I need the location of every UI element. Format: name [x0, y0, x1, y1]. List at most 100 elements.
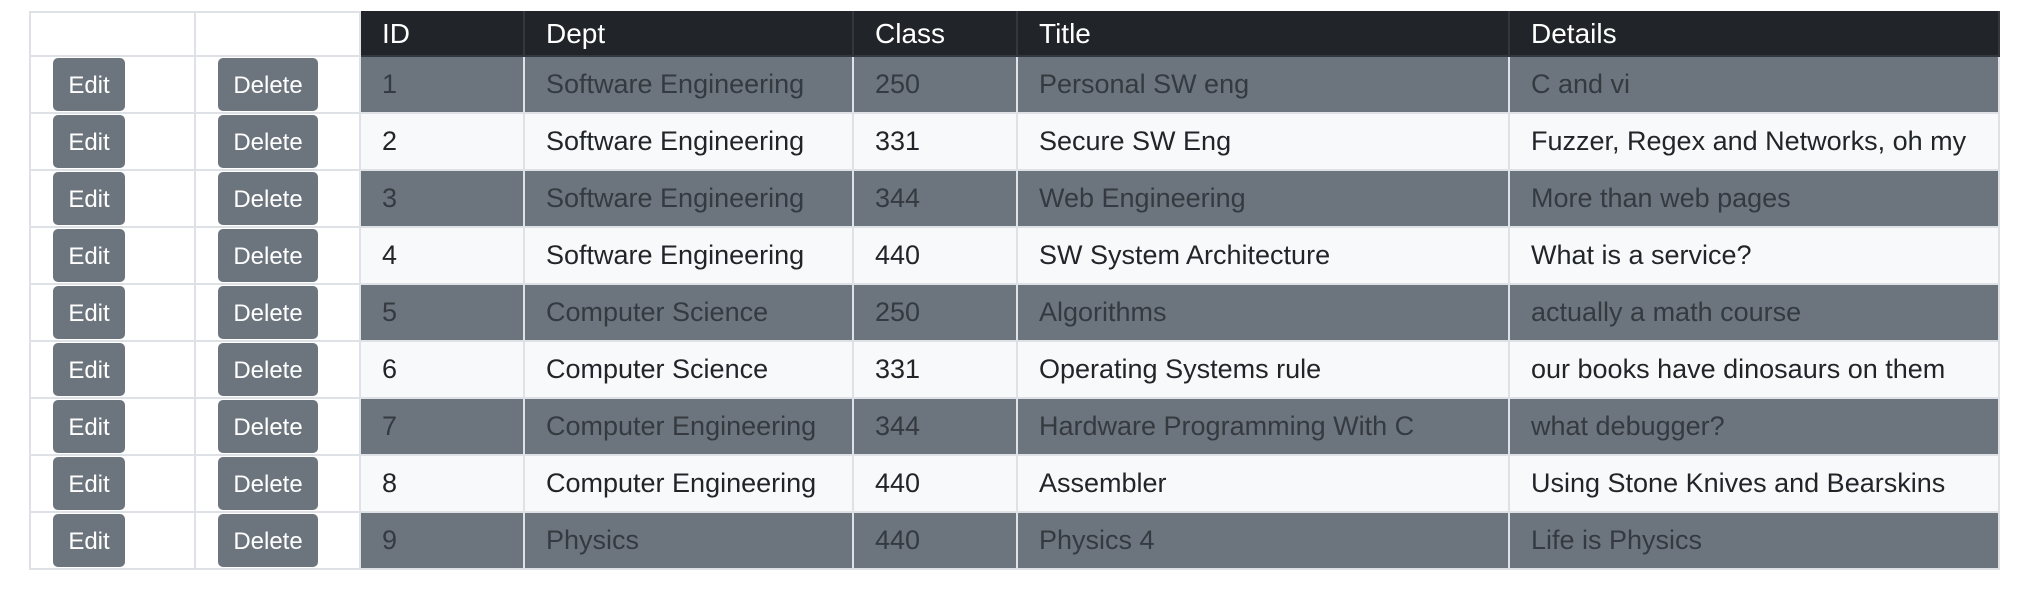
cell-details: our books have dinosaurs on them — [1508, 340, 2000, 399]
cell-id: 8 — [359, 454, 525, 513]
cell-title: Assembler — [1016, 454, 1510, 513]
cell-details: What is a service? — [1508, 226, 2000, 285]
edit-cell: Edit — [29, 511, 196, 570]
edit-button[interactable]: Edit — [53, 514, 125, 567]
cell-class: 250 — [852, 283, 1018, 342]
header-title: Title — [1016, 11, 1510, 57]
cell-id: 1 — [359, 55, 525, 114]
courses-table-container: ID Dept Class Title Details Edit Delete 1 S… — [29, 11, 2000, 570]
cell-dept: Physics — [523, 511, 854, 570]
cell-id: 9 — [359, 511, 525, 570]
cell-details: Using Stone Knives and Bearskins — [1508, 454, 2000, 513]
delete-cell: Delete — [194, 397, 361, 456]
table-row: Edit Delete 3 Software Engineering 344 Web En… — [29, 169, 2000, 228]
cell-class: 331 — [852, 340, 1018, 399]
edit-button[interactable]: Edit — [53, 172, 125, 225]
cell-title: Hardware Programming With C — [1016, 397, 1510, 456]
header-class: Class — [852, 11, 1018, 57]
header-details: Details — [1508, 11, 2000, 57]
cell-id: 5 — [359, 283, 525, 342]
cell-dept: Computer Science — [523, 340, 854, 399]
cell-details: Fuzzer, Regex and Networks, oh my — [1508, 112, 2000, 171]
table-row: Edit Delete 7 Computer Engineering 344 Hardwa… — [29, 397, 2000, 456]
table-header-row: ID Dept Class Title Details — [29, 11, 2000, 57]
cell-details: C and vi — [1508, 55, 2000, 114]
cell-title: Secure SW Eng — [1016, 112, 1510, 171]
delete-button[interactable]: Delete — [218, 343, 318, 396]
delete-button[interactable]: Delete — [218, 115, 318, 168]
table-row: Edit Delete 5 Computer Science 250 Algorithms… — [29, 283, 2000, 342]
cell-title: Web Engineering — [1016, 169, 1510, 228]
cell-dept: Computer Science — [523, 283, 854, 342]
delete-cell: Delete — [194, 112, 361, 171]
edit-cell: Edit — [29, 169, 196, 228]
delete-button[interactable]: Delete — [218, 58, 318, 111]
table-row: Edit Delete 8 Computer Engineering 440 Assemb… — [29, 454, 2000, 513]
cell-title: SW System Architecture — [1016, 226, 1510, 285]
edit-cell: Edit — [29, 55, 196, 114]
delete-button[interactable]: Delete — [218, 229, 318, 282]
delete-button[interactable]: Delete — [218, 400, 318, 453]
cell-details: Life is Physics — [1508, 511, 2000, 570]
cell-id: 2 — [359, 112, 525, 171]
cell-id: 3 — [359, 169, 525, 228]
delete-button[interactable]: Delete — [218, 286, 318, 339]
cell-id: 4 — [359, 226, 525, 285]
cell-class: 440 — [852, 454, 1018, 513]
cell-class: 440 — [852, 226, 1018, 285]
delete-cell: Delete — [194, 226, 361, 285]
cell-class: 250 — [852, 55, 1018, 114]
delete-cell: Delete — [194, 511, 361, 570]
delete-cell: Delete — [194, 55, 361, 114]
cell-id: 7 — [359, 397, 525, 456]
cell-dept: Software Engineering — [523, 226, 854, 285]
delete-cell: Delete — [194, 454, 361, 513]
table-row: Edit Delete 2 Software Engineering 331 Secure… — [29, 112, 2000, 171]
header-dept: Dept — [523, 11, 854, 57]
table-body: Edit Delete 1 Software Engineering 250 Person… — [29, 55, 2000, 570]
table-row: Edit Delete 1 Software Engineering 250 Person… — [29, 55, 2000, 114]
edit-cell: Edit — [29, 340, 196, 399]
cell-dept: Computer Engineering — [523, 454, 854, 513]
header-delete-column — [194, 11, 361, 57]
edit-cell: Edit — [29, 226, 196, 285]
cell-title: Operating Systems rule — [1016, 340, 1510, 399]
table-row: Edit Delete 4 Software Engineering 440 SW Sys… — [29, 226, 2000, 285]
cell-dept: Software Engineering — [523, 112, 854, 171]
delete-button[interactable]: Delete — [218, 514, 318, 567]
cell-details: what debugger? — [1508, 397, 2000, 456]
courses-table: ID Dept Class Title Details Edit Delete 1 S… — [29, 11, 2000, 570]
table-row: Edit Delete 6 Computer Science 331 Operating … — [29, 340, 2000, 399]
edit-button[interactable]: Edit — [53, 343, 125, 396]
cell-details: More than web pages — [1508, 169, 2000, 228]
cell-id: 6 — [359, 340, 525, 399]
table-row: Edit Delete 9 Physics 440 Physics 4 Life is Ph… — [29, 511, 2000, 570]
edit-button[interactable]: Edit — [53, 400, 125, 453]
cell-title: Personal SW eng — [1016, 55, 1510, 114]
header-edit-column — [29, 11, 196, 57]
cell-class: 331 — [852, 112, 1018, 171]
cell-dept: Software Engineering — [523, 55, 854, 114]
edit-cell: Edit — [29, 112, 196, 171]
edit-button[interactable]: Edit — [53, 457, 125, 510]
delete-cell: Delete — [194, 340, 361, 399]
delete-button[interactable]: Delete — [218, 172, 318, 225]
edit-button[interactable]: Edit — [53, 229, 125, 282]
cell-dept: Software Engineering — [523, 169, 854, 228]
delete-button[interactable]: Delete — [218, 457, 318, 510]
cell-title: Physics 4 — [1016, 511, 1510, 570]
cell-title: Algorithms — [1016, 283, 1510, 342]
edit-button[interactable]: Edit — [53, 58, 125, 111]
edit-cell: Edit — [29, 283, 196, 342]
cell-class: 344 — [852, 169, 1018, 228]
edit-cell: Edit — [29, 454, 196, 513]
edit-button[interactable]: Edit — [53, 286, 125, 339]
delete-cell: Delete — [194, 169, 361, 228]
delete-cell: Delete — [194, 283, 361, 342]
cell-details: actually a math course — [1508, 283, 2000, 342]
cell-dept: Computer Engineering — [523, 397, 854, 456]
cell-class: 344 — [852, 397, 1018, 456]
edit-button[interactable]: Edit — [53, 115, 125, 168]
cell-class: 440 — [852, 511, 1018, 570]
header-id: ID — [359, 11, 525, 57]
